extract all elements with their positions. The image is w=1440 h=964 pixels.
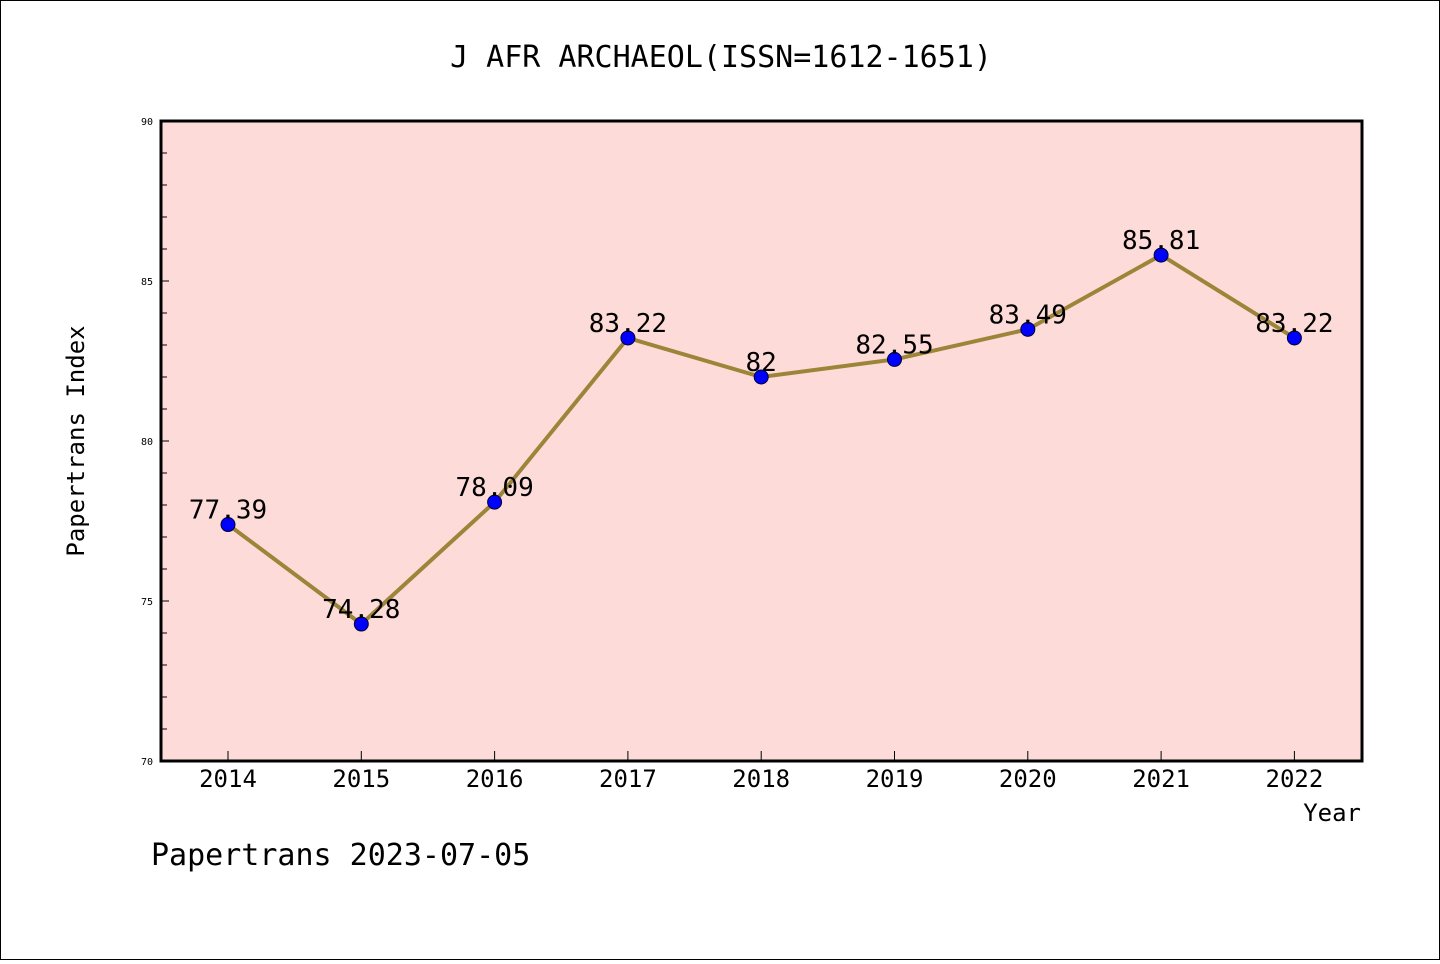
y-tick-label: 90 [141,117,153,128]
series-layer: 77.39 74.28 78.09 83.22 82 82.55 83.49 85.81 83.… [189,226,1334,632]
data-label: 82.55 [855,330,933,360]
x-axis: 2014 2015 2016 2017 2018 2019 2020 2021 2022 [199,751,1323,793]
y-tick-label: 75 [141,597,153,608]
data-point [220,517,236,533]
x-tick-label: 2016 [466,765,524,793]
data-label: 83.49 [989,300,1067,330]
plot-area [159,119,1364,763]
y-axis: 70 75 80 85 90 [141,117,169,768]
data-point [1286,330,1302,346]
data-point [487,494,503,510]
x-tick-label: 2022 [1266,765,1324,793]
data-label: 77.39 [189,496,267,526]
data-point [620,330,636,346]
x-tick-label: 2020 [999,765,1057,793]
data-label: 82 [746,348,777,378]
data-point [887,351,902,367]
x-tick-label: 2018 [732,765,790,793]
data-label: 83.22 [589,309,667,339]
x-axis-title: Year [1303,799,1361,827]
x-tick-label: 2015 [332,765,390,793]
y-tick-label: 70 [141,757,153,768]
x-tick-label: 2017 [599,765,657,793]
x-tick-label: 2014 [199,765,257,793]
data-label: 74.28 [322,595,400,625]
chart-title: J AFR ARCHAEOL(ISSN=1612-1651) [450,40,992,75]
y-axis-title: Papertrans Index [62,325,90,556]
footer-date-label: Papertrans 2023-07-05 [151,838,530,873]
data-point [753,369,769,385]
y-tick-label: 80 [141,437,153,448]
x-tick-label: 2021 [1132,765,1190,793]
data-label: 85.81 [1122,226,1200,256]
x-tick-label: 2019 [866,765,924,793]
data-label: 78.09 [455,473,533,503]
data-point [353,616,369,632]
data-point [1020,321,1036,337]
data-label: 83.22 [1255,309,1333,339]
data-point [1153,247,1169,263]
y-tick-label: 85 [141,277,153,288]
